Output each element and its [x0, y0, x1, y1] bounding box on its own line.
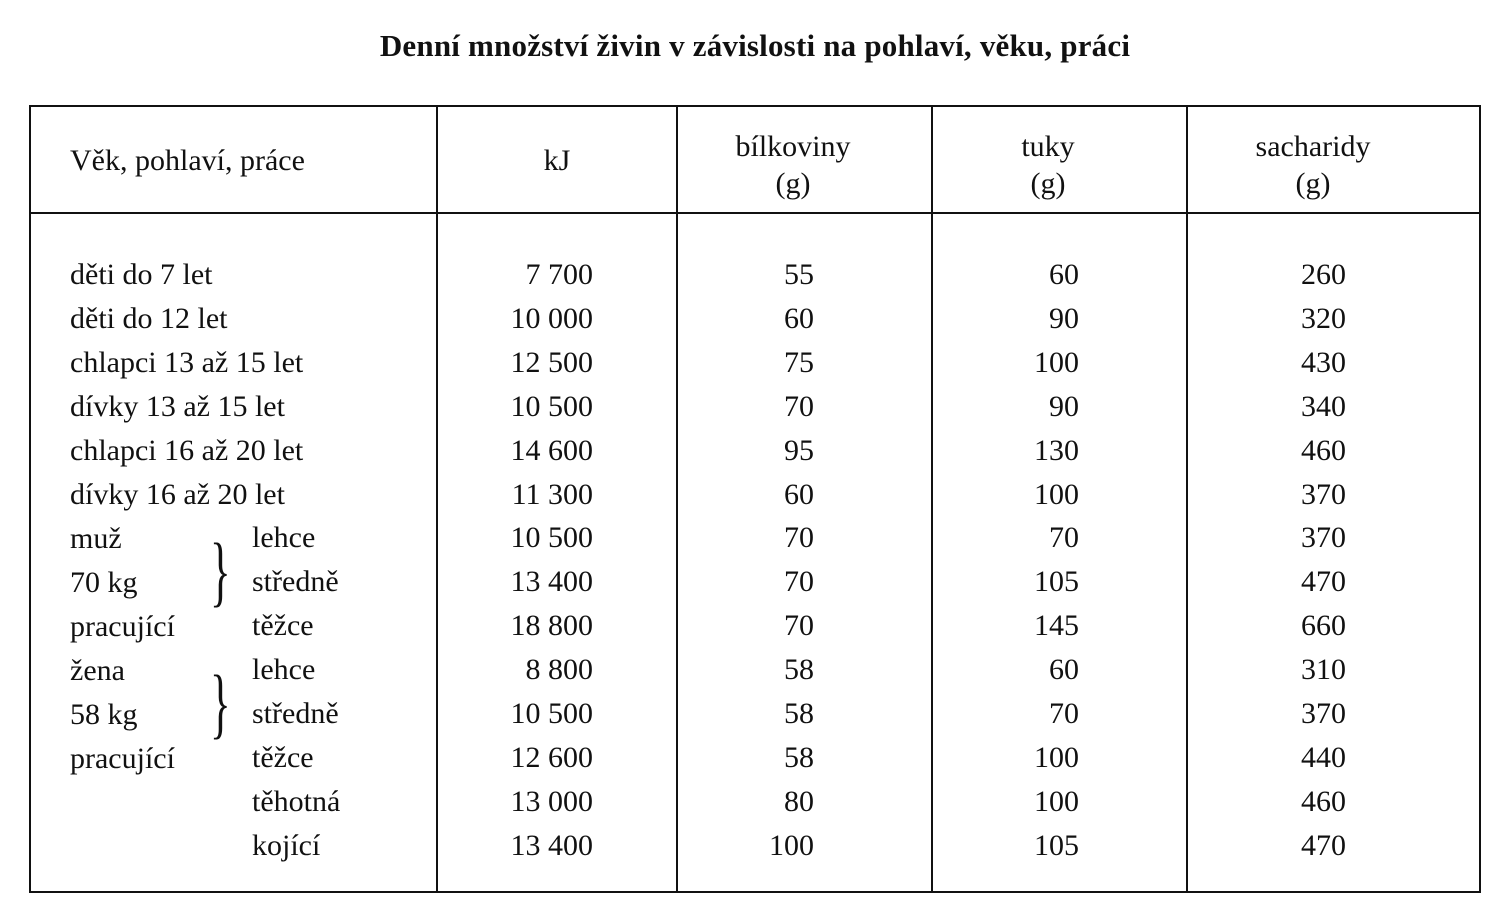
- row-kj: 12 600: [510, 741, 594, 774]
- row-protein: 60: [784, 478, 814, 511]
- brace-woman: }: [210, 659, 231, 746]
- row-label: děti do 7 let: [70, 258, 213, 291]
- row-label: středně: [252, 565, 339, 598]
- row-carbs: 470: [1301, 565, 1346, 598]
- row-protein: 55: [784, 258, 814, 291]
- row-kj: 14 600: [510, 434, 594, 467]
- page-title: Denní množství živin v závislosti na poh…: [379, 28, 1131, 63]
- row-label: děti do 12 let: [70, 302, 228, 335]
- row-kj: 13 400: [510, 829, 594, 862]
- row-fat: 100: [1034, 741, 1079, 774]
- group-label-man-weight: 70 kg: [70, 566, 138, 599]
- row-label: kojící: [252, 829, 321, 862]
- row-carbs: 440: [1301, 741, 1346, 774]
- row-fat: 105: [1034, 829, 1079, 862]
- row-kj: 13 400: [510, 565, 594, 598]
- row-label: středně: [252, 697, 339, 730]
- header-divider: [29, 212, 1481, 214]
- group-label-woman-weight: 58 kg: [70, 698, 138, 731]
- header-fat: tuky (g): [933, 128, 1163, 202]
- row-label: těžce: [252, 609, 314, 642]
- row-fat: 70: [1049, 521, 1079, 554]
- row-protein: 58: [784, 741, 814, 774]
- row-kj: 7 700: [525, 258, 594, 291]
- row-kj: 8 800: [525, 653, 594, 686]
- row-kj: 10 500: [510, 521, 594, 554]
- header-kj: kJ: [438, 142, 676, 179]
- group-label-woman: žena: [70, 654, 125, 687]
- row-kj: 10 500: [510, 697, 594, 730]
- row-fat: 100: [1034, 478, 1079, 511]
- row-label: dívky 13 až 15 let: [70, 390, 285, 423]
- header-carbs: sacharidy (g): [1188, 128, 1438, 202]
- row-label: chlapci 16 až 20 let: [70, 434, 304, 467]
- header-carbs-label: sacharidy: [1255, 130, 1371, 163]
- row-fat: 100: [1034, 785, 1079, 818]
- row-label: dívky 16 až 20 let: [70, 478, 285, 511]
- column-divider: [931, 105, 933, 893]
- group-label-man-work: pracující: [70, 610, 175, 643]
- row-protein: 60: [784, 302, 814, 335]
- row-label: lehce: [252, 653, 316, 686]
- row-fat: 60: [1049, 653, 1079, 686]
- row-fat: 70: [1049, 697, 1079, 730]
- row-carbs: 460: [1301, 434, 1346, 467]
- row-protein: 58: [784, 653, 814, 686]
- row-label: lehce: [252, 521, 316, 554]
- group-label-man: muž: [70, 522, 122, 555]
- row-fat: 130: [1034, 434, 1079, 467]
- table-frame: [29, 105, 1481, 893]
- group-label-woman-work: pracující: [70, 742, 175, 775]
- row-carbs: 260: [1301, 258, 1346, 291]
- row-fat: 60: [1049, 258, 1079, 291]
- row-kj: 13 000: [510, 785, 594, 818]
- header-protein: bílkoviny (g): [678, 128, 908, 202]
- header-protein-unit: (g): [775, 167, 811, 200]
- row-carbs: 370: [1301, 478, 1346, 511]
- row-protein: 100: [769, 829, 814, 862]
- column-divider: [1186, 105, 1188, 893]
- row-carbs: 660: [1301, 609, 1346, 642]
- row-carbs: 370: [1301, 521, 1346, 554]
- row-kj: 12 500: [510, 346, 594, 379]
- header-group-label: Věk, pohlaví, práce: [70, 144, 305, 177]
- row-fat: 100: [1034, 346, 1079, 379]
- row-protein: 75: [784, 346, 814, 379]
- row-label: těhotná: [252, 785, 341, 818]
- row-fat: 90: [1049, 302, 1079, 335]
- row-kj: 18 800: [510, 609, 594, 642]
- row-protein: 70: [784, 565, 814, 598]
- column-divider: [436, 105, 438, 893]
- row-protein: 70: [784, 390, 814, 423]
- row-fat: 145: [1034, 609, 1079, 642]
- header-carbs-unit: (g): [1295, 167, 1331, 200]
- row-carbs: 320: [1301, 302, 1346, 335]
- row-fat: 90: [1049, 390, 1079, 423]
- row-carbs: 370: [1301, 697, 1346, 730]
- row-protein: 70: [784, 609, 814, 642]
- header-fat-label: tuky: [1021, 130, 1075, 163]
- header-kj-label: kJ: [543, 144, 571, 177]
- row-kj: 10 500: [510, 390, 594, 423]
- header-fat-unit: (g): [1030, 167, 1066, 200]
- row-protein: 80: [784, 785, 814, 818]
- row-kj: 10 000: [510, 302, 594, 335]
- row-label: těžce: [252, 741, 314, 774]
- row-label: chlapci 13 až 15 let: [70, 346, 304, 379]
- column-divider: [676, 105, 678, 893]
- row-carbs: 340: [1301, 390, 1346, 423]
- row-carbs: 470: [1301, 829, 1346, 862]
- row-fat: 105: [1034, 565, 1079, 598]
- row-protein: 70: [784, 521, 814, 554]
- row-carbs: 460: [1301, 785, 1346, 818]
- header-protein-label: bílkoviny: [735, 130, 851, 163]
- brace-man: }: [210, 527, 231, 614]
- row-carbs: 430: [1301, 346, 1346, 379]
- row-protein: 95: [784, 434, 814, 467]
- row-carbs: 310: [1301, 653, 1346, 686]
- header-group: Věk, pohlaví, práce: [70, 142, 305, 179]
- row-protein: 58: [784, 697, 814, 730]
- row-kj: 11 300: [511, 478, 593, 511]
